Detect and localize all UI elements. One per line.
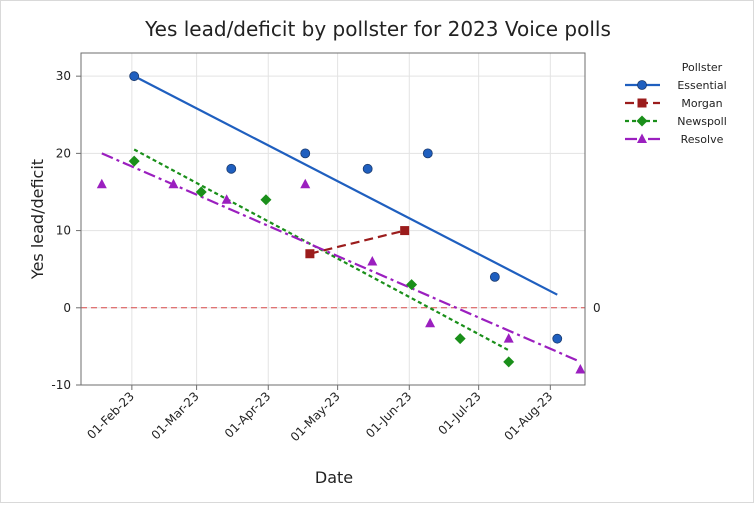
x-tick-label: 01-Feb-23: [84, 389, 137, 442]
data-point-newspoll: [454, 333, 466, 345]
y-tick-label: 10: [56, 224, 71, 238]
trend-line-morgan: [309, 229, 405, 255]
data-point-essential: [129, 71, 140, 82]
zero-reference-label: 0: [593, 301, 601, 315]
data-point-newspoll: [503, 356, 515, 368]
x-tick-label: 01-Jul-23: [435, 389, 483, 437]
reference-line: 0: [81, 301, 601, 315]
chart-title: Yes lead/deficit by pollster for 2023 Vo…: [144, 17, 611, 41]
data-point-newspoll: [406, 279, 418, 291]
data-point-newspoll: [128, 155, 140, 167]
data-point-essential: [422, 148, 433, 159]
legend-marker-morgan: [637, 98, 647, 108]
data-point-resolve: [96, 178, 107, 189]
legend-label-resolve: Resolve: [681, 133, 724, 146]
trend-line-resolve: [101, 152, 581, 363]
data-point-essential: [552, 333, 563, 344]
legend: Pollster Essential Morgan Newspoll Resolve: [625, 61, 727, 146]
legend-marker-newspoll: [636, 115, 648, 127]
y-tick-label: 30: [56, 69, 71, 83]
data-point-essential: [489, 272, 500, 282]
x-axis-label: Date: [315, 468, 353, 487]
y-tick-label: -10: [51, 378, 71, 392]
data-point-resolve: [503, 333, 514, 343]
x-tick-label: 01-Mar-23: [149, 389, 202, 442]
data-point-resolve: [300, 178, 311, 189]
data-point-resolve: [168, 178, 179, 189]
x-tick-label: 01-Jun-23: [363, 389, 414, 440]
legend-title: Pollster: [682, 61, 723, 74]
plot-area: [80, 52, 586, 386]
data-point-essential: [300, 148, 311, 159]
legend-marker-essential: [637, 80, 647, 90]
y-tick-label: 20: [56, 146, 71, 160]
x-tick-label: 01-May-23: [288, 389, 343, 444]
data-point-resolve: [221, 194, 232, 204]
trend-line-essential: [133, 75, 558, 296]
legend-label-newspoll: Newspoll: [677, 115, 727, 128]
data-point-essential: [362, 163, 373, 174]
x-tick-label: 01-Apr-23: [222, 389, 274, 441]
trend-lines: [101, 75, 581, 363]
data-point-morgan: [400, 226, 410, 236]
y-axis-label: Yes lead/deficit: [28, 159, 47, 280]
legend-label-morgan: Morgan: [681, 97, 722, 110]
data-point-morgan: [305, 249, 315, 259]
x-tick-label: 01-Aug-23: [501, 389, 555, 443]
x-axis: 01-Feb-23 01-Mar-23 01-Apr-23 01-May-23 01-J…: [84, 385, 555, 444]
data-point-newspoll: [195, 186, 207, 198]
data-point-resolve: [575, 364, 586, 374]
data-point-newspoll: [260, 194, 272, 206]
data-point-resolve: [367, 255, 378, 266]
data-point-resolve: [425, 317, 436, 328]
data-point-essential: [226, 163, 237, 174]
legend-marker-resolve: [637, 133, 647, 143]
y-axis: -10 0 10 20 30: [51, 69, 81, 392]
data-points: [96, 71, 586, 374]
legend-label-essential: Essential: [677, 79, 726, 92]
y-tick-label: 0: [63, 301, 71, 315]
